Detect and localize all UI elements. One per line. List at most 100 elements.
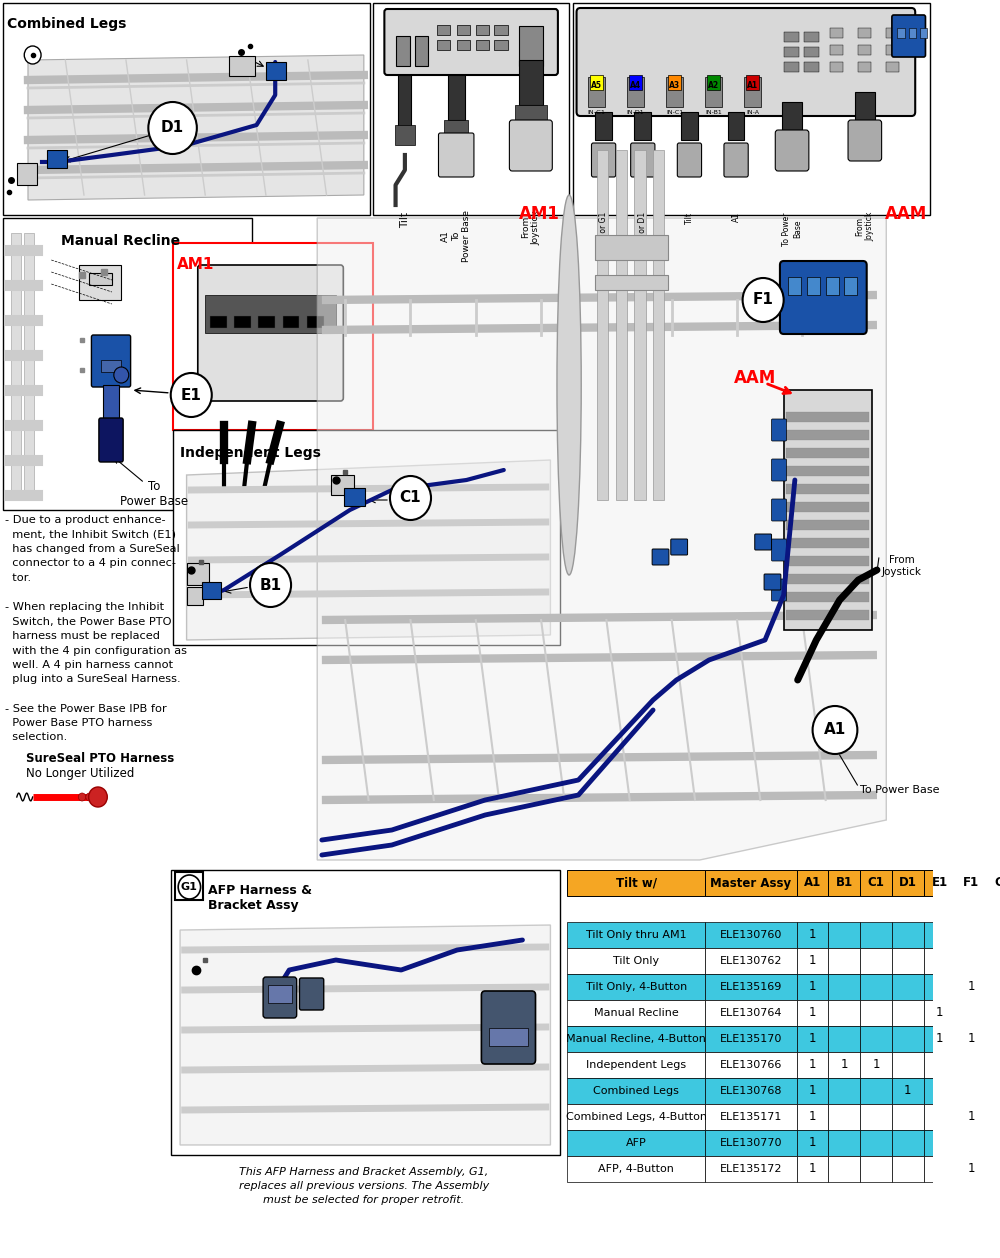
Text: must be selected for proper retrofit.: must be selected for proper retrofit. [263, 1195, 464, 1205]
Text: Tilt: Tilt [685, 213, 694, 224]
Bar [229, 57, 255, 75]
Bar [828, 871, 860, 896]
Text: B1: B1 [836, 877, 853, 889]
Bar [924, 1027, 955, 1052]
Bar [987, 974, 1000, 1000]
Circle shape [171, 374, 212, 416]
Polygon shape [187, 460, 550, 640]
FancyBboxPatch shape [103, 385, 119, 420]
Bar [987, 1078, 1000, 1105]
Bar [205, 294, 336, 333]
FancyBboxPatch shape [652, 548, 669, 565]
Text: To
Power Base: To Power Base [120, 481, 188, 508]
Bar [860, 1000, 892, 1027]
Bar [860, 974, 892, 1000]
Bar [627, 77, 644, 107]
Text: well. A 4 pin harness cannot: well. A 4 pin harness cannot [5, 660, 173, 671]
Text: B1 or D1: B1 or D1 [638, 213, 647, 245]
Bar [797, 1078, 828, 1105]
Bar [515, 104, 547, 120]
Bar [955, 1052, 987, 1078]
FancyBboxPatch shape [772, 459, 786, 481]
Bar [24, 233, 34, 499]
Bar [784, 31, 799, 42]
Text: IN-D1: IN-D1 [627, 109, 644, 114]
Bar [924, 1052, 955, 1078]
Bar [744, 77, 761, 107]
Bar [786, 502, 869, 512]
Text: From
Joystick: From Joystick [855, 213, 875, 242]
Bar [855, 92, 875, 120]
Bar [666, 77, 683, 107]
Bar [705, 922, 797, 949]
Bar [494, 25, 508, 35]
Bar [797, 1000, 828, 1027]
Bar [597, 150, 608, 499]
Bar [396, 36, 410, 65]
Bar [830, 45, 843, 55]
Text: F1: F1 [963, 877, 979, 889]
Bar [634, 150, 646, 499]
Bar [828, 974, 860, 1000]
Bar [3, 218, 252, 509]
Bar [567, 1130, 705, 1156]
FancyBboxPatch shape [724, 143, 748, 177]
Bar [828, 1052, 860, 1078]
Bar [567, 1000, 705, 1027]
Bar [892, 871, 924, 896]
Bar [892, 949, 924, 974]
Text: Tilt Only: Tilt Only [613, 956, 659, 966]
FancyBboxPatch shape [772, 579, 786, 601]
Bar [892, 1052, 924, 1078]
Bar [705, 1078, 797, 1105]
Text: ELE130764: ELE130764 [720, 1008, 782, 1018]
Bar [860, 949, 892, 974]
Text: IN-B1: IN-B1 [705, 109, 722, 114]
Bar [705, 1027, 797, 1052]
Bar [860, 1130, 892, 1156]
Text: Combined Legs: Combined Legs [7, 18, 127, 31]
Text: Independent Legs: Independent Legs [586, 1060, 686, 1071]
Bar [629, 75, 642, 91]
FancyBboxPatch shape [198, 265, 343, 401]
Text: 1: 1 [809, 1033, 816, 1045]
Text: C1: C1 [868, 877, 884, 889]
Bar [860, 1078, 892, 1105]
FancyBboxPatch shape [755, 533, 772, 550]
Bar [11, 233, 21, 499]
Text: AAM: AAM [885, 205, 927, 223]
Bar [858, 62, 871, 72]
Bar [924, 1156, 955, 1183]
Bar [797, 1130, 828, 1156]
Bar [886, 28, 899, 38]
Circle shape [250, 564, 291, 608]
Bar [89, 273, 112, 286]
Bar [590, 75, 603, 91]
Text: Switch, the Power Base PTO: Switch, the Power Base PTO [5, 616, 171, 626]
Bar [924, 974, 955, 1000]
Bar [17, 164, 37, 185]
Text: A3: A3 [669, 81, 680, 91]
Text: ELE130760: ELE130760 [720, 930, 782, 940]
FancyBboxPatch shape [91, 335, 131, 387]
Bar [892, 1156, 924, 1183]
Bar [782, 102, 802, 130]
Bar [955, 1105, 987, 1130]
Bar [707, 75, 720, 91]
Text: E1: E1 [181, 387, 202, 403]
Bar [924, 1000, 955, 1027]
FancyBboxPatch shape [577, 8, 915, 116]
Text: 1: 1 [809, 1084, 816, 1097]
Text: 1: 1 [967, 1033, 975, 1045]
Text: AFP Harness &
Bracket Assy: AFP Harness & Bracket Assy [208, 884, 312, 912]
Bar [444, 120, 468, 135]
Text: 1: 1 [936, 1033, 943, 1045]
FancyBboxPatch shape [299, 977, 324, 1010]
Bar [892, 1078, 924, 1105]
Bar [897, 28, 905, 38]
Text: IN-G1: IN-G1 [587, 109, 605, 114]
Bar [886, 45, 899, 55]
Text: From
Joystick: From Joystick [521, 210, 541, 244]
Text: This AFP Harness and Bracket Assembly, G1,: This AFP Harness and Bracket Assembly, G… [239, 1167, 488, 1177]
Text: - When replacing the Inhibit: - When replacing the Inhibit [5, 603, 164, 611]
